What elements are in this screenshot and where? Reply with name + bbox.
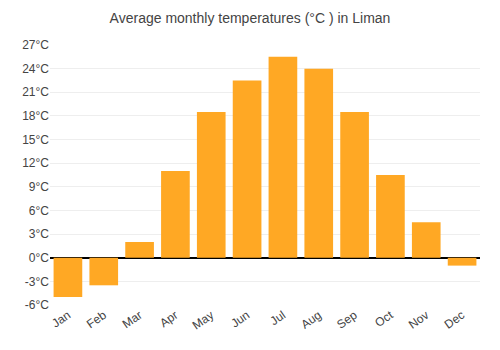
svg-text:3°C: 3°C xyxy=(29,227,49,241)
svg-text:Feb: Feb xyxy=(84,308,109,332)
svg-text:24°C: 24°C xyxy=(22,62,49,76)
svg-text:Jan: Jan xyxy=(49,308,73,331)
svg-text:27°C: 27°C xyxy=(22,38,49,52)
svg-text:6°C: 6°C xyxy=(29,204,49,218)
svg-text:Nov: Nov xyxy=(406,308,432,332)
svg-text:-3°C: -3°C xyxy=(25,275,49,289)
svg-text:21°C: 21°C xyxy=(22,85,49,99)
svg-text:Aug: Aug xyxy=(298,308,324,332)
svg-text:12°C: 12°C xyxy=(22,156,49,170)
svg-text:Average monthly temperatures (: Average monthly temperatures (°C ) in Li… xyxy=(110,10,391,26)
svg-text:9°C: 9°C xyxy=(29,180,49,194)
svg-text:18°C: 18°C xyxy=(22,109,49,123)
svg-text:Apr: Apr xyxy=(157,308,180,330)
svg-text:Jun: Jun xyxy=(228,308,252,331)
svg-text:Oct: Oct xyxy=(372,308,396,331)
svg-text:Sep: Sep xyxy=(334,308,360,332)
svg-text:Dec: Dec xyxy=(442,308,468,332)
svg-text:Jul: Jul xyxy=(267,308,288,328)
svg-text:-6°C: -6°C xyxy=(25,298,49,312)
svg-text:Mar: Mar xyxy=(120,308,145,331)
svg-text:0°C: 0°C xyxy=(29,251,49,265)
svg-text:15°C: 15°C xyxy=(22,133,49,147)
svg-text:May: May xyxy=(190,308,217,332)
